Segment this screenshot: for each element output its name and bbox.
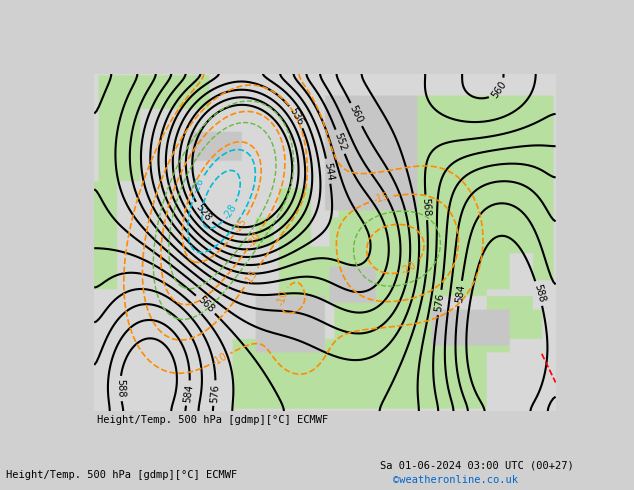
- Text: -15: -15: [373, 192, 391, 205]
- Text: Height/Temp. 500 hPa [gdmp][°C] ECMWF: Height/Temp. 500 hPa [gdmp][°C] ECMWF: [6, 470, 238, 480]
- Text: -20: -20: [400, 260, 418, 277]
- Text: 560: 560: [490, 79, 509, 100]
- Text: 536: 536: [288, 106, 306, 127]
- Text: Sa 01-06-2024 03:00 UTC (00+27): Sa 01-06-2024 03:00 UTC (00+27): [380, 461, 574, 470]
- Text: Height/Temp. 500 hPa [gdmp][°C] ECMWF: Height/Temp. 500 hPa [gdmp][°C] ECMWF: [96, 415, 328, 425]
- Text: 544: 544: [322, 161, 335, 181]
- Text: 568: 568: [420, 198, 432, 217]
- Text: 568: 568: [195, 294, 216, 315]
- Text: 588: 588: [532, 283, 546, 304]
- Text: -28: -28: [222, 202, 238, 221]
- Text: 576: 576: [434, 293, 446, 313]
- Text: -10: -10: [210, 351, 230, 368]
- Text: 576: 576: [209, 383, 221, 403]
- Text: -15: -15: [242, 268, 259, 287]
- Text: 552: 552: [332, 131, 348, 152]
- Text: 560: 560: [348, 104, 365, 125]
- Text: -20: -20: [246, 230, 262, 248]
- Text: -25: -25: [232, 217, 249, 235]
- Text: -26: -26: [191, 176, 207, 195]
- Text: 528: 528: [193, 202, 213, 223]
- Text: -10: -10: [276, 289, 289, 307]
- Text: 584: 584: [182, 383, 195, 403]
- Text: ©weatheronline.co.uk: ©weatheronline.co.uk: [393, 475, 518, 485]
- Text: 588: 588: [115, 379, 126, 398]
- Text: 584: 584: [454, 284, 466, 303]
